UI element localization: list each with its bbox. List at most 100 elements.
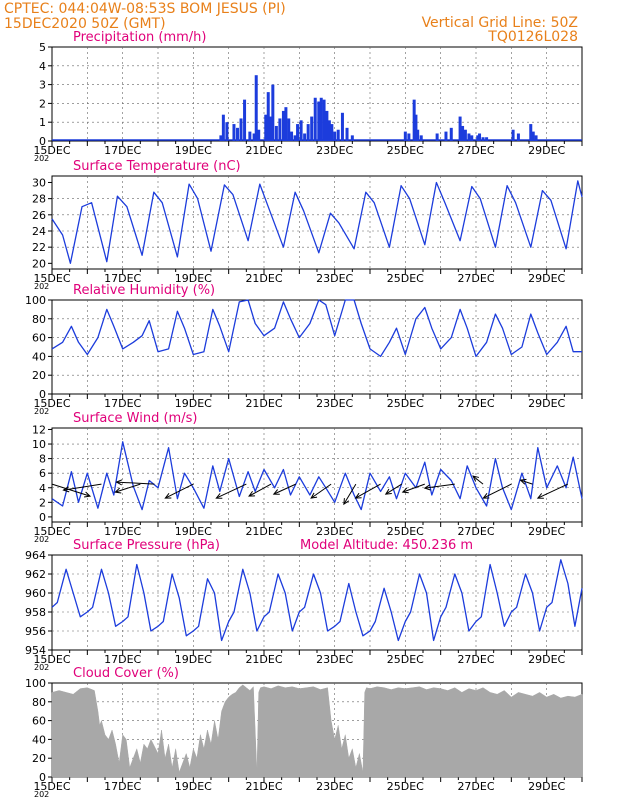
temperature-panel: 20 22 24 26 28 30 15DEC 17DEC 19DEC 21DEC 23DEC 25D… (32, 159, 583, 291)
precip-bar (511, 129, 515, 141)
cloud-title: Cloud Cover (%) (73, 666, 179, 681)
precip-bar (333, 131, 337, 141)
wind-arrow (520, 479, 533, 485)
wind-arrow (537, 483, 569, 499)
humidity-panel: 0 20 40 60 80 100 15DEC 17DEC 19DEC 21DEC 23DEC 25D… (25, 283, 583, 416)
precip-bar (485, 137, 489, 141)
precip-bar (444, 131, 448, 141)
cloud-xtick-label: 17DEC (104, 780, 141, 793)
temperature-ytick-label: 26 (32, 209, 46, 222)
wind-arrow (310, 483, 332, 499)
wind-ytick-label: 4 (39, 482, 46, 495)
pressure-ytick-label: 956 (25, 625, 46, 638)
cloud-xtick-label: 29DEC (528, 780, 565, 793)
wind-arrow (216, 483, 247, 499)
precip-bar (416, 129, 420, 141)
precip-bar (313, 97, 317, 141)
humidity-xtick-label: 17DEC (104, 397, 141, 410)
temperature-ytick-label: 22 (32, 241, 46, 254)
wind-series-line (51, 441, 583, 511)
precip-bar (296, 124, 300, 141)
cloud-ytick-label: 80 (32, 696, 46, 709)
wind-arrow (116, 481, 155, 485)
cloud-xtick-label: 27DEC (457, 780, 494, 793)
precip-bar (325, 110, 329, 141)
wind-arrow (424, 483, 455, 489)
cloud-panel: 0 20 40 60 80 100 15DEC 17DEC 19DEC 21DEC 23DEC 25D… (25, 666, 583, 799)
pressure-xtick-label: 17DEC (104, 653, 141, 666)
pressure-series-line (51, 559, 583, 642)
precip-bar (274, 125, 278, 141)
wind-ytick-label: 10 (32, 438, 46, 451)
humidity-xtick-label: 15DEC (33, 397, 70, 410)
humidity-series-line (51, 299, 582, 358)
precip-bar (327, 120, 331, 141)
precip-bar (350, 135, 354, 141)
precip-bar (419, 135, 423, 141)
wind-arrow (355, 483, 381, 499)
humidity-xtick-label: 25DEC (387, 397, 424, 410)
precip-xtick-label: 23DEC (316, 144, 353, 157)
wind-arrow-head (354, 492, 362, 499)
cloud-ytick-label: 40 (32, 733, 46, 746)
precip-bar (458, 116, 462, 141)
precip-bar (481, 137, 485, 141)
precip-bar (239, 118, 243, 141)
wind-arrow-head (536, 493, 544, 499)
humidity-xtick-label: 29DEC (528, 397, 565, 410)
precip-bar (268, 116, 272, 141)
precip-bar (287, 118, 291, 141)
pressure-ytick-label: 960 (25, 587, 46, 600)
precip-bar (254, 75, 258, 141)
wind-xtick-label: 21DEC (245, 525, 282, 538)
cloud-ytick-label: 60 (32, 715, 46, 728)
precip-bar (317, 101, 321, 141)
temperature-xtick-label: 27DEC (457, 272, 494, 285)
pressure-xtick-label: 15DEC (33, 653, 70, 666)
precip-ytick-label: 3 (39, 79, 46, 92)
wind-arrow (472, 475, 484, 485)
precip-ytick-label: 4 (39, 60, 46, 73)
precip-bar (271, 84, 275, 141)
cloud-ytick-label: 20 (32, 752, 46, 765)
header-grid-line: Vertical Grid Line: 50Z (421, 15, 578, 31)
temperature-xtick-label: 23DEC (316, 272, 353, 285)
wind-ytick-label: 2 (39, 496, 46, 509)
temperature-xtick-label: 15DEC (33, 272, 70, 285)
temperature-year-label: 202 (34, 282, 49, 291)
wind-frame (51, 427, 583, 523)
precip-bar (225, 122, 229, 141)
precip-xtick-label: 25DEC (387, 144, 424, 157)
pressure-title: Surface Pressure (hPa) (73, 538, 220, 553)
pressure-xtick-label: 29DEC (528, 653, 565, 666)
pressure-xtick-label: 21DEC (245, 653, 282, 666)
pressure-xtick-label: 19DEC (175, 653, 212, 666)
cloud-xtick-label: 15DEC (33, 780, 70, 793)
wind-xtick-label: 15DEC (33, 525, 70, 538)
pressure-year-label: 202 (34, 663, 49, 672)
wind-arrow-head (401, 487, 409, 494)
precip-bar (330, 124, 334, 141)
humidity-xtick-label: 27DEC (457, 397, 494, 410)
humidity-ytick-label: 40 (32, 350, 46, 363)
wind-arrow-head (115, 479, 123, 486)
pressure-ytick-label: 962 (25, 568, 46, 581)
wind-arrow (248, 483, 272, 497)
wind-arrow-head (272, 489, 280, 495)
precip-bar (412, 99, 416, 141)
precip-ytick-label: 1 (39, 116, 46, 129)
humidity-frame (51, 299, 583, 395)
cloud-ytick-label: 100 (25, 677, 46, 690)
precip-bar (516, 133, 520, 141)
wind-arrow-head (482, 493, 490, 499)
precip-xtick-label: 27DEC (457, 144, 494, 157)
wind-arrow-head (215, 493, 223, 499)
pressure-frame (51, 554, 583, 651)
precip-bar (284, 107, 288, 141)
wind-ytick-label: 12 (32, 423, 46, 436)
pressure-xtick-label: 23DEC (316, 653, 353, 666)
temperature-xtick-label: 25DEC (387, 272, 424, 285)
cloud-xtick-label: 23DEC (316, 780, 353, 793)
precip-bar (252, 133, 256, 141)
